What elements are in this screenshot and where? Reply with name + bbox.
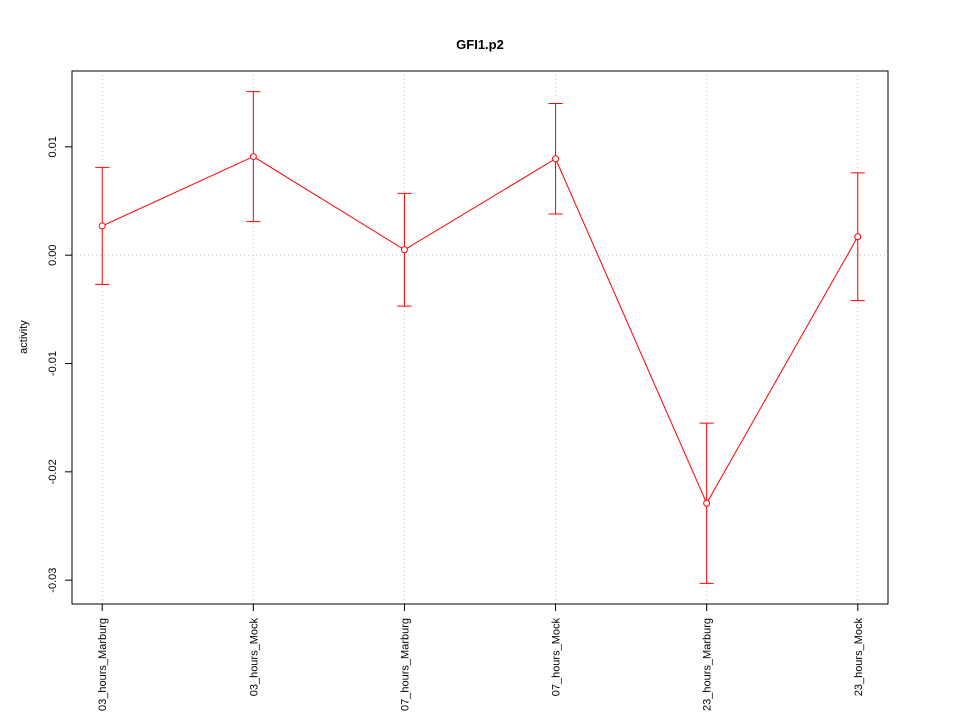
y-tick-label: -0.01 bbox=[47, 351, 59, 376]
plot-frame bbox=[71, 70, 889, 605]
x-tick-label: 07_hours_Marburg bbox=[399, 618, 411, 711]
y-tick-label: -0.03 bbox=[47, 568, 59, 593]
point bbox=[249, 153, 257, 161]
x-tick-label: 03_hours_Mock bbox=[248, 618, 260, 697]
point bbox=[703, 499, 711, 507]
y-tick-label: 0.00 bbox=[47, 244, 59, 265]
line bbox=[102, 156, 859, 505]
point bbox=[552, 155, 560, 163]
point bbox=[400, 246, 408, 254]
y-axis-label: activity bbox=[18, 320, 30, 354]
x-tick-label: 03_hours_Marburg bbox=[97, 618, 109, 711]
x-tick-label: 07_hours_Mock bbox=[551, 618, 563, 697]
x-tick-label: 23_hours_Mock bbox=[853, 618, 865, 697]
point bbox=[854, 233, 862, 241]
x-tick-label: 23_hours_Marburg bbox=[702, 618, 714, 711]
chart-title: GFI1.p2 bbox=[456, 37, 504, 52]
y-tick-label: -0.02 bbox=[47, 459, 59, 484]
point bbox=[98, 222, 106, 230]
y-tick-label: 0.01 bbox=[47, 136, 59, 157]
